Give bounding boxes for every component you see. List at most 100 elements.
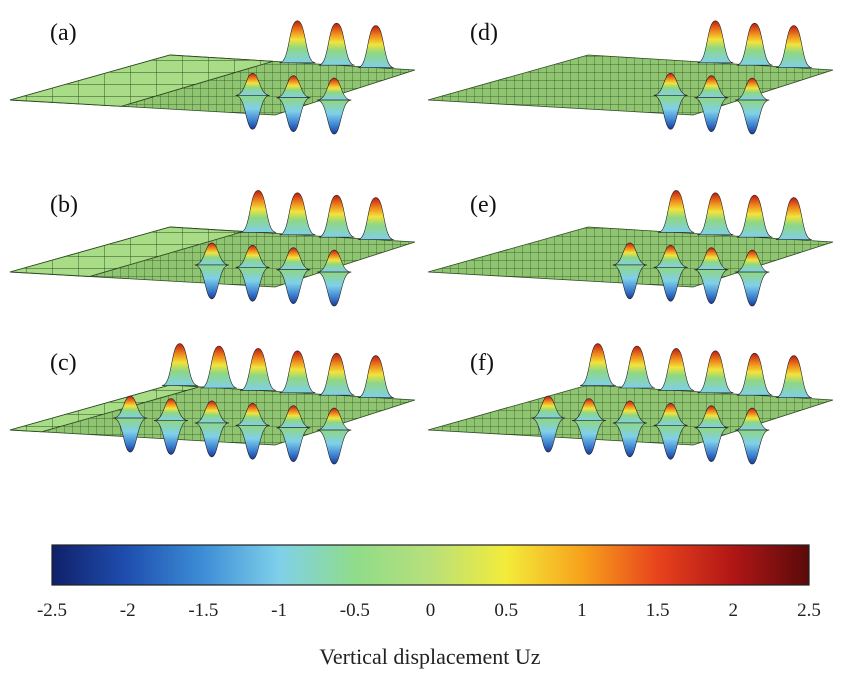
colorbar-tick-label: 2.5 xyxy=(797,600,821,621)
wave-crest xyxy=(775,355,812,398)
wave-crest xyxy=(235,244,270,268)
wave-trough xyxy=(571,420,607,455)
panel-label: (c) xyxy=(50,350,77,376)
panel-label: (b) xyxy=(50,192,78,218)
wave-trough xyxy=(653,267,688,302)
wave-trough xyxy=(612,422,647,458)
wave-crest xyxy=(653,72,688,96)
wave-crest xyxy=(318,194,355,238)
colorbar-tick-label: -0.5 xyxy=(340,600,370,621)
wave-crest xyxy=(113,395,148,419)
panel-f: (f) xyxy=(427,343,834,465)
wave-crest xyxy=(697,192,734,236)
wave-crest xyxy=(357,25,394,68)
colorbar-tick-label: -2.5 xyxy=(37,600,67,621)
wave-crest xyxy=(194,242,229,266)
colorbar: -2.5 -2 -1.5 -1 -0.5 0 0.5 1 1.5 2 2.5 Vertical di… xyxy=(37,544,821,669)
panel-e: (e) xyxy=(427,190,834,307)
wave-crest xyxy=(357,355,394,398)
wave-crest xyxy=(658,190,695,233)
wave-trough xyxy=(153,420,189,455)
colorbar-tick-label: 1.5 xyxy=(646,600,670,621)
wave-crest xyxy=(612,242,647,266)
wave-crest xyxy=(531,395,566,419)
wave-trough xyxy=(235,425,270,460)
wave-crest xyxy=(153,398,189,421)
wave-crest xyxy=(235,402,270,426)
wave-trough xyxy=(694,427,729,463)
wave-crest xyxy=(694,75,729,98)
wave-trough xyxy=(531,417,566,453)
wave-crest xyxy=(579,343,616,386)
wave-crest xyxy=(279,350,316,394)
wave-crest xyxy=(697,20,734,64)
wave-crest xyxy=(612,400,647,424)
wave-crest xyxy=(735,77,770,101)
wave-crest xyxy=(317,407,352,431)
wave-trough xyxy=(276,269,311,305)
wave-trough xyxy=(735,429,770,465)
wave-crest xyxy=(736,22,773,66)
wave-crest xyxy=(276,405,311,428)
wave-crest xyxy=(194,400,229,424)
wave-crest xyxy=(279,192,316,236)
wave-trough xyxy=(276,427,311,463)
wave-trough xyxy=(317,99,352,135)
colorbar-tick-label: -2 xyxy=(120,600,136,621)
wave-trough xyxy=(235,95,270,130)
wave-crest xyxy=(276,75,311,98)
panel-c: (c) xyxy=(9,343,416,465)
wave-trough xyxy=(653,95,688,130)
colorbar-tick-label: 0.5 xyxy=(494,600,518,621)
colorbar-tick-label: 2 xyxy=(729,600,739,621)
colorbar-bar xyxy=(51,544,810,586)
wave-crest xyxy=(357,197,394,240)
wave-trough xyxy=(276,97,311,133)
wave-trough xyxy=(317,429,352,465)
wave-trough xyxy=(694,97,729,133)
wave-crest xyxy=(318,352,355,396)
wave-crest xyxy=(318,22,355,66)
colorbar-tick-label: 1 xyxy=(577,600,587,621)
wave-trough xyxy=(653,425,688,460)
wave-crest xyxy=(276,247,311,270)
wave-trough xyxy=(735,271,770,307)
panel-label: (e) xyxy=(470,192,497,218)
panel-label: (d) xyxy=(470,20,498,46)
panel-a: (a) xyxy=(9,20,416,135)
wave-crest xyxy=(658,348,695,391)
wave-crest xyxy=(735,249,770,273)
colorbar-caption: Vertical displacement Uz xyxy=(319,644,540,669)
panel-d: (d) xyxy=(427,20,834,135)
wave-crest xyxy=(240,348,277,391)
wave-crest xyxy=(240,190,277,233)
wave-trough xyxy=(194,422,229,458)
plate-coarse-region xyxy=(9,54,274,107)
colorbar-tick-label: -1 xyxy=(271,600,287,621)
wave-crest xyxy=(735,407,770,431)
wave-crest xyxy=(317,249,352,273)
wave-trough xyxy=(612,264,647,300)
wave-crest xyxy=(775,197,812,240)
wave-crest xyxy=(571,398,607,421)
plate-mesh xyxy=(427,54,834,116)
wave-crest xyxy=(317,77,352,101)
panel-label: (f) xyxy=(470,350,494,376)
panel-group: (a) (b) (c) (d) (e) (f) xyxy=(9,20,834,465)
plate-coarse-region xyxy=(9,384,200,433)
wave-crest xyxy=(694,405,729,428)
wave-crest xyxy=(736,194,773,238)
wave-crest xyxy=(235,72,270,96)
wave-crest xyxy=(653,402,688,426)
colorbar-tick-label: -1.5 xyxy=(188,600,218,621)
wave-crest xyxy=(697,350,734,394)
wave-trough xyxy=(694,269,729,305)
wave-trough xyxy=(235,267,270,302)
wave-trough xyxy=(317,271,352,307)
wave-crest xyxy=(279,20,316,64)
colorbar-tick-labels: -2.5 -2 -1.5 -1 -0.5 0 0.5 1 1.5 2 2.5 xyxy=(37,600,821,621)
panel-label: (a) xyxy=(50,20,77,46)
wave-crest xyxy=(736,352,773,396)
panel-b: (b) xyxy=(9,190,416,307)
